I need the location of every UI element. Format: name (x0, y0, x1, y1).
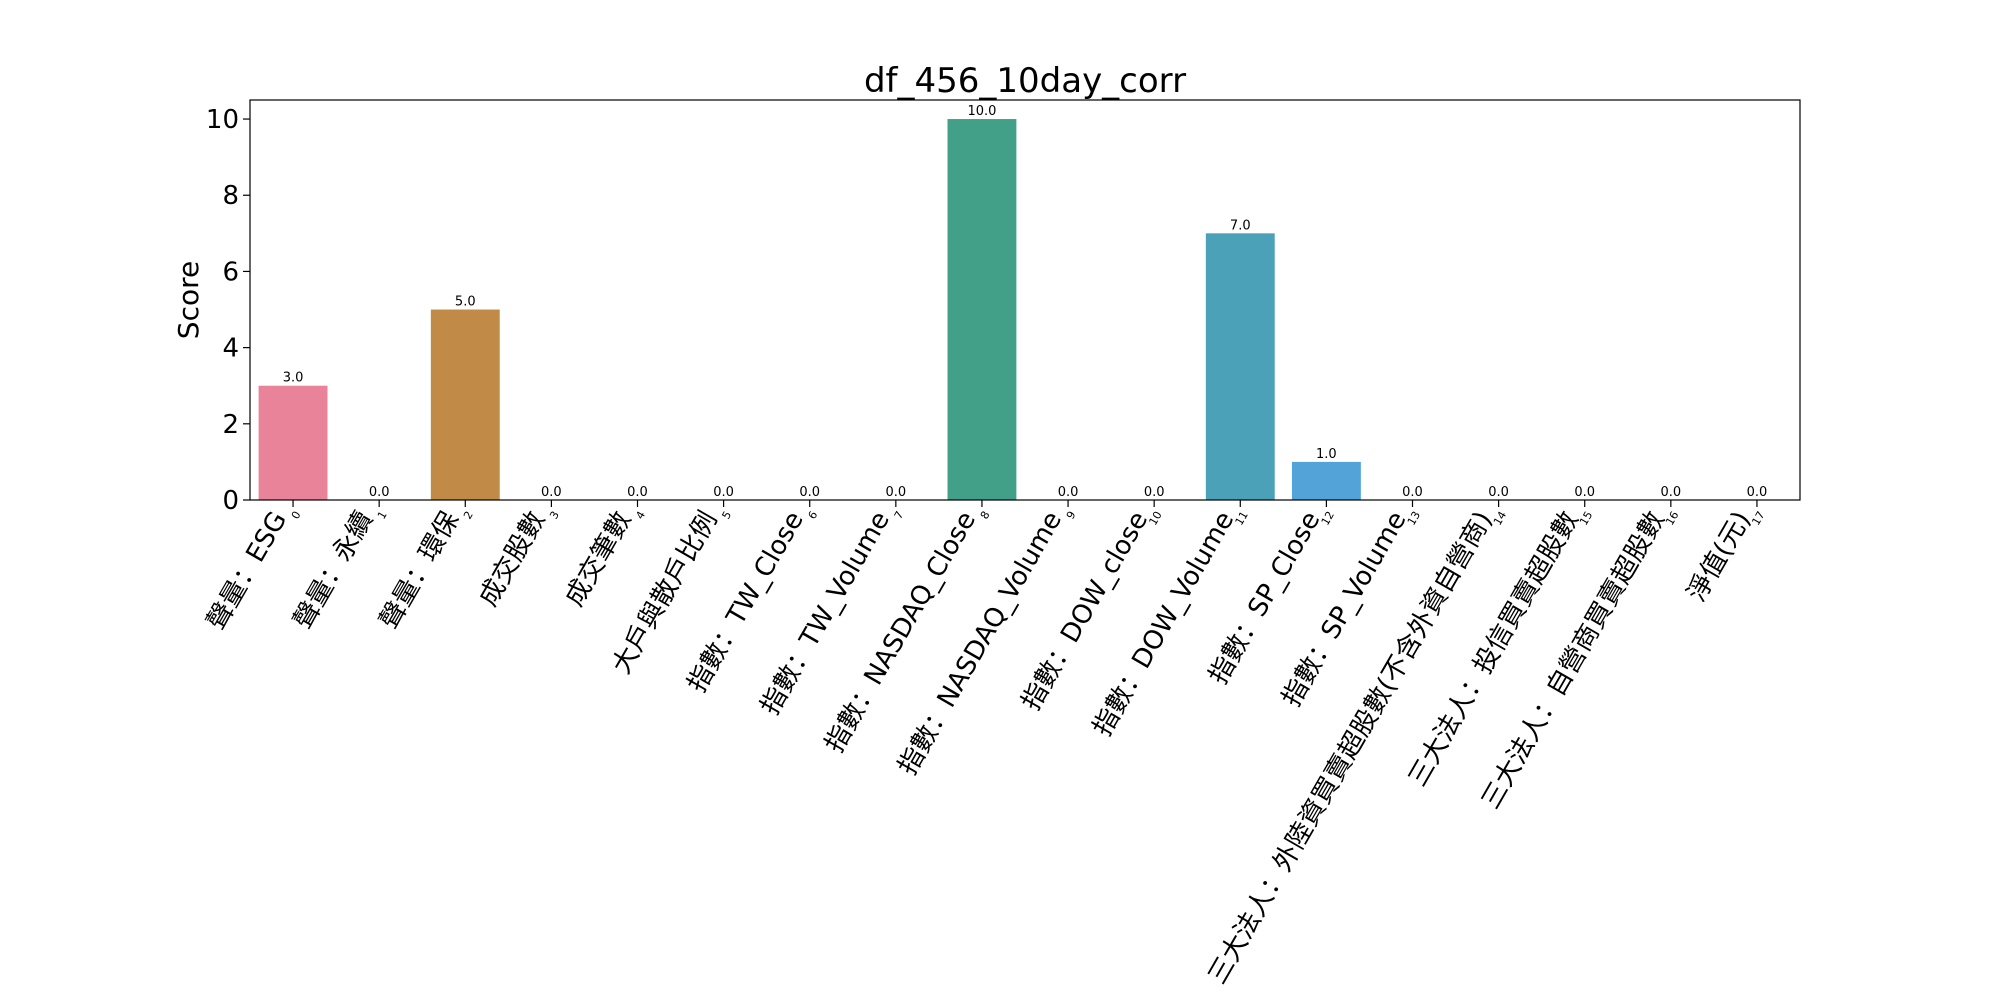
y-tick-label: 10 (206, 105, 239, 135)
chart-title: df_456_10day_corr (864, 61, 1186, 101)
data-label-7: 0.0 (885, 485, 906, 500)
data-label-17: 0.0 (1747, 485, 1768, 500)
data-label-13: 0.0 (1402, 485, 1423, 500)
y-tick-label: 8 (222, 181, 239, 211)
data-label-4: 0.0 (627, 485, 648, 500)
data-label-8: 10.0 (967, 104, 996, 119)
bar-8 (947, 119, 1017, 501)
x-tick-index-13: 13 (1405, 509, 1423, 528)
x-tick-index-16: 16 (1663, 509, 1681, 528)
data-label-1: 0.0 (369, 485, 390, 500)
y-tick-label: 6 (222, 257, 239, 287)
plot-frame (249, 99, 1801, 501)
y-tick-label: 2 (222, 410, 239, 440)
data-label-14: 0.0 (1488, 485, 1509, 500)
data-label-6: 0.0 (799, 485, 820, 500)
data-label-15: 0.0 (1574, 485, 1595, 500)
bar-0 (258, 385, 328, 500)
x-tick-index-15: 15 (1577, 509, 1595, 528)
data-label-12: 1.0 (1316, 447, 1337, 462)
data-label-3: 0.0 (541, 485, 562, 500)
x-tick-index-17: 17 (1749, 509, 1767, 528)
bar-2 (430, 309, 500, 500)
y-tick-label: 0 (222, 486, 239, 516)
data-label-0: 3.0 (283, 371, 304, 386)
data-label-9: 0.0 (1058, 485, 1079, 500)
y-tick-label: 4 (222, 334, 239, 364)
bar-11 (1205, 233, 1275, 501)
data-label-2: 5.0 (455, 295, 476, 310)
y-axis-label: Score (172, 261, 205, 339)
data-label-5: 0.0 (713, 485, 734, 500)
data-label-16: 0.0 (1660, 485, 1681, 500)
x-tick-index-10: 10 (1147, 509, 1165, 528)
x-tick-index-11: 11 (1233, 509, 1251, 528)
bar-12 (1291, 461, 1361, 500)
x-tick-index-12: 12 (1319, 509, 1337, 528)
data-label-11: 7.0 (1230, 218, 1251, 233)
x-tick-index-14: 14 (1491, 509, 1509, 528)
data-label-10: 0.0 (1144, 485, 1165, 500)
